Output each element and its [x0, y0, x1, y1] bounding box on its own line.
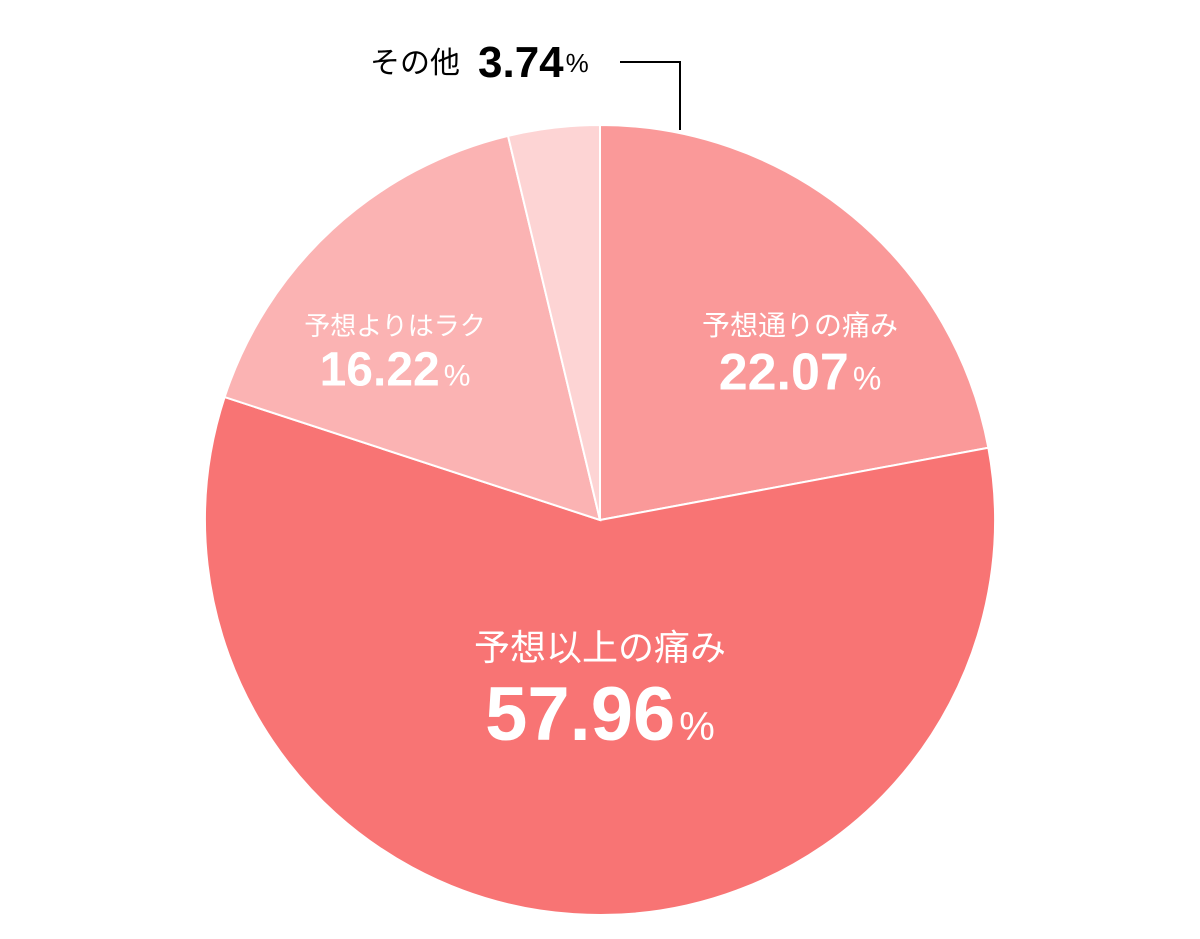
segment-label-text: その他 [370, 47, 460, 80]
segment-value-text: 22.07 [719, 344, 849, 402]
segment-value-text: 57.96 [485, 672, 675, 757]
callout-line-other [620, 62, 680, 130]
segment-label-text: 予想以上の痛み [474, 627, 726, 668]
pie-chart-svg: 予想通りの痛み22.07%予想以上の痛み57.96%予想よりはラク16.22%そ… [0, 0, 1200, 939]
pie-chart: 予想通りの痛み22.07%予想以上の痛み57.96%予想よりはラク16.22%そ… [0, 0, 1200, 939]
segment-percent-symbol: % [566, 48, 589, 78]
segment-label-text: 予想よりはラク [304, 311, 485, 341]
svg-text:その他3.74%: その他 3.74% [370, 38, 589, 87]
segment-percent-symbol: % [444, 359, 471, 392]
segment-value-text: 16.22 [320, 343, 440, 396]
segment-percent-symbol: % [853, 361, 881, 397]
segment-value-text: 3.74 [478, 38, 564, 87]
segment-percent-symbol: % [679, 705, 715, 749]
pie-label-other: その他 3.74% [370, 38, 589, 87]
segment-label-text: 予想通りの痛み [702, 310, 898, 341]
